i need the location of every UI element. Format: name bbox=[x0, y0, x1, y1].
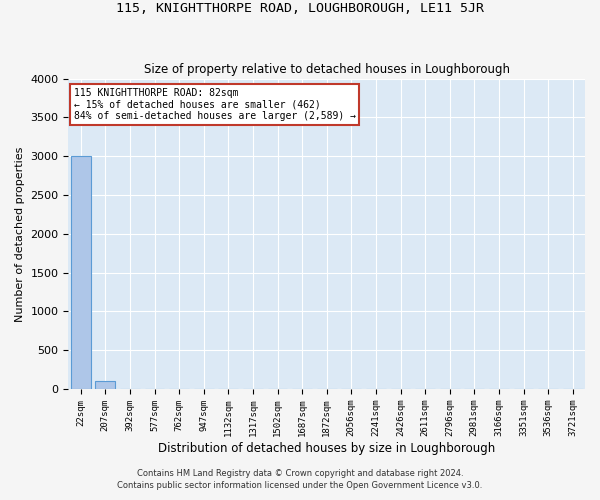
Title: Size of property relative to detached houses in Loughborough: Size of property relative to detached ho… bbox=[144, 63, 510, 76]
X-axis label: Distribution of detached houses by size in Loughborough: Distribution of detached houses by size … bbox=[158, 442, 496, 455]
Text: Contains HM Land Registry data © Crown copyright and database right 2024.
Contai: Contains HM Land Registry data © Crown c… bbox=[118, 468, 482, 490]
Bar bbox=[71, 156, 91, 389]
Y-axis label: Number of detached properties: Number of detached properties bbox=[15, 146, 25, 322]
Text: 115, KNIGHTTHORPE ROAD, LOUGHBOROUGH, LE11 5JR: 115, KNIGHTTHORPE ROAD, LOUGHBOROUGH, LE… bbox=[116, 2, 484, 16]
Text: 115 KNIGHTTHORPE ROAD: 82sqm
← 15% of detached houses are smaller (462)
84% of s: 115 KNIGHTTHORPE ROAD: 82sqm ← 15% of de… bbox=[74, 88, 356, 121]
Bar bbox=[95, 380, 115, 389]
